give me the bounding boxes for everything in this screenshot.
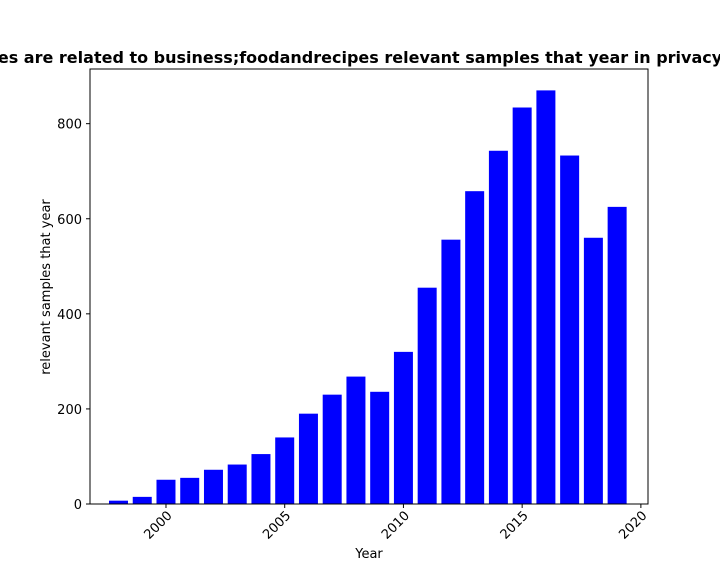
x-tick-label: 2005 xyxy=(260,509,294,543)
chart-title: es are related to business;foodandrecipe… xyxy=(0,48,720,67)
bar-2001 xyxy=(180,477,200,504)
bar-2002 xyxy=(203,469,223,504)
x-axis-ticks: 2000 2005 2010 2015 2020 xyxy=(142,504,650,543)
y-tick-label: 200 xyxy=(57,403,82,418)
axes-frame xyxy=(89,68,649,505)
bar-2007 xyxy=(322,394,342,504)
y-tick-label: 0 xyxy=(74,498,82,513)
y-axis-label: relevant samples that year xyxy=(39,199,54,375)
bar-2012 xyxy=(441,239,461,505)
bar-2010 xyxy=(393,351,413,504)
bar-2014 xyxy=(488,150,508,504)
bar-2008 xyxy=(346,376,366,504)
y-tick-label: 600 xyxy=(57,213,82,228)
bar-2011 xyxy=(417,287,437,504)
x-tick-label: 2010 xyxy=(379,509,413,543)
x-tick-label: 2015 xyxy=(498,509,532,543)
bar-1998 xyxy=(108,500,128,504)
bar-2000 xyxy=(156,479,176,504)
bar-2017 xyxy=(560,155,580,504)
bar-2019 xyxy=(607,206,627,505)
bar-2003 xyxy=(227,464,247,504)
bar-2018 xyxy=(583,237,603,504)
bar-2005 xyxy=(275,437,295,504)
bar-2013 xyxy=(465,191,485,504)
x-tick-label: 2020 xyxy=(616,509,650,543)
bar-2009 xyxy=(370,391,390,504)
bar-2015 xyxy=(512,107,532,505)
bars-group xyxy=(108,90,627,505)
bar-1999 xyxy=(132,496,152,504)
x-axis-label: Year xyxy=(354,547,383,562)
y-axis-ticks: 0 200 400 600 800 xyxy=(57,118,90,513)
y-tick-label: 400 xyxy=(57,308,82,323)
x-tick-label: 2000 xyxy=(142,509,176,543)
y-tick-label: 800 xyxy=(57,118,82,133)
bar-2004 xyxy=(251,454,271,504)
bar-2006 xyxy=(298,413,318,504)
bar-2016 xyxy=(536,90,556,505)
